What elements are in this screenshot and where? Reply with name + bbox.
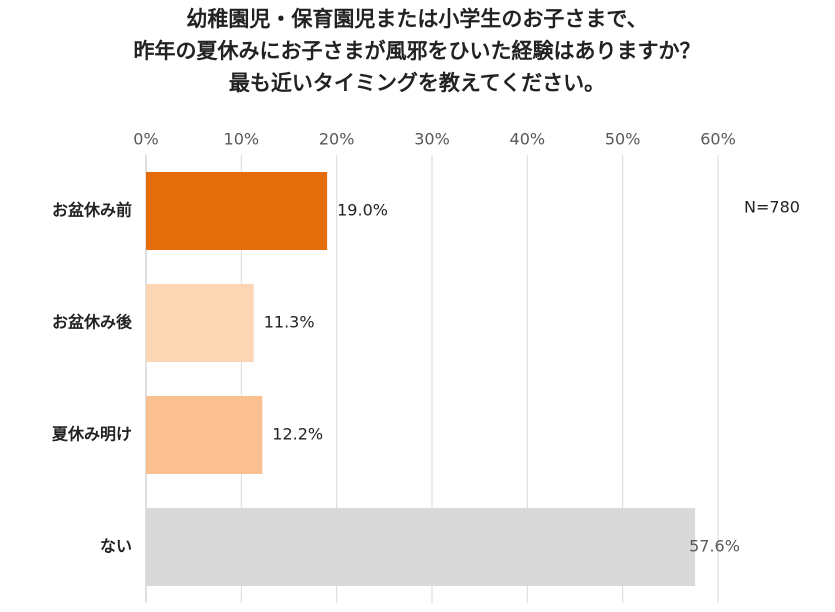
value-label: 11.3% — [264, 313, 315, 332]
x-tick-label: 10% — [224, 130, 260, 149]
y-tick-label: お盆休み後 — [52, 313, 133, 332]
x-tick-label: 50% — [605, 130, 641, 149]
y-tick-label: 夏休み明け — [51, 425, 132, 444]
value-label: 12.2% — [272, 425, 323, 444]
x-tick-label: 40% — [510, 130, 546, 149]
chart-title: 昨年の夏休みにお子さまが風邪をひいた経験はありますか？ — [134, 39, 701, 63]
bar — [146, 172, 328, 250]
annotation: N=780 — [744, 198, 800, 217]
x-tick-label: 60% — [700, 130, 736, 149]
x-tick-label: 0% — [133, 130, 158, 149]
y-tick-label: ない — [100, 537, 132, 556]
value-label: 19.0% — [337, 201, 388, 220]
y-tick-label: お盆休み前 — [52, 201, 132, 220]
x-tick-label: 30% — [414, 130, 450, 149]
bar — [146, 284, 254, 362]
chart-title: 幼稚園児・保育園児または小学生のお子さまで、 — [186, 7, 647, 31]
chart-title: 最も近いタイミングを教えてください。 — [229, 71, 605, 95]
value-label: 57.6% — [689, 537, 740, 556]
x-tick-label: 20% — [319, 130, 355, 149]
bar — [146, 396, 263, 474]
bar — [146, 508, 696, 586]
